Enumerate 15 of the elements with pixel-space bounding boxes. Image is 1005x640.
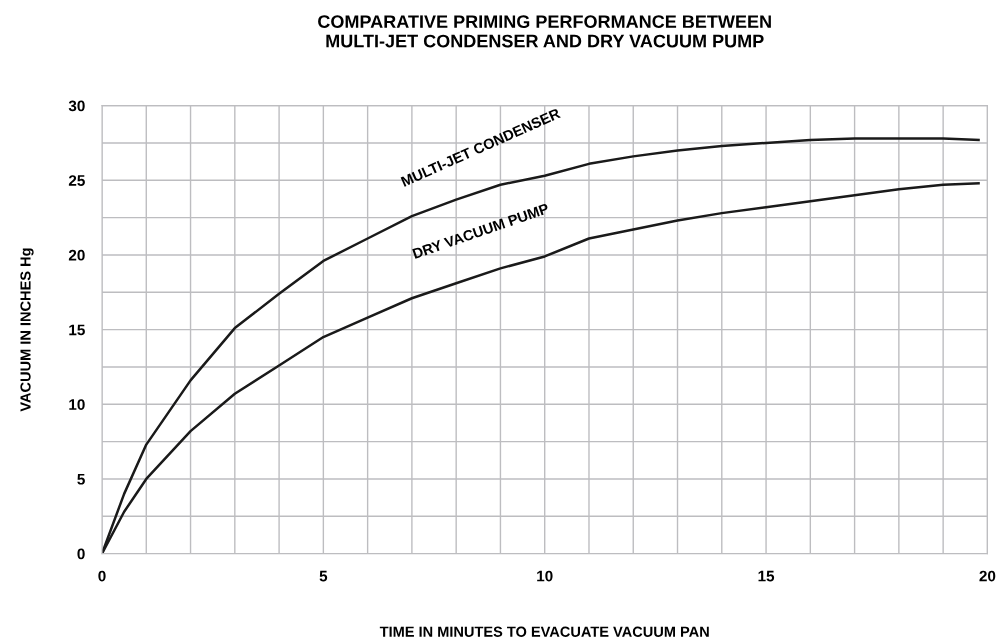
y-tick-label: 15 xyxy=(69,324,85,336)
x-tick-label: 15 xyxy=(758,570,775,582)
x-tick-label: 5 xyxy=(319,570,328,582)
y-tick-label: 0 xyxy=(77,548,85,560)
x-tick-label: 0 xyxy=(98,570,106,582)
x-tick-label: 20 xyxy=(979,570,996,582)
y-tick-label: 10 xyxy=(69,399,85,410)
y-tick-label: 20 xyxy=(68,249,85,261)
y-axis-title: VACUUM IN INCHES Hg xyxy=(20,248,34,412)
y-tick-label: 5 xyxy=(77,473,85,485)
y-tick-label: 30 xyxy=(68,100,85,112)
x-axis-title: TIME IN MINUTES TO EVACUATE VACUUM PAN xyxy=(379,626,709,637)
chart-title: COMPARATIVE PRIMING PERFORMANCE BETWEEN MULTI-JET CONDENSER AND DRY VACUUM PUMP xyxy=(318,15,771,48)
x-tick-label: 10 xyxy=(537,570,553,582)
y-tick-label: 25 xyxy=(68,175,85,186)
